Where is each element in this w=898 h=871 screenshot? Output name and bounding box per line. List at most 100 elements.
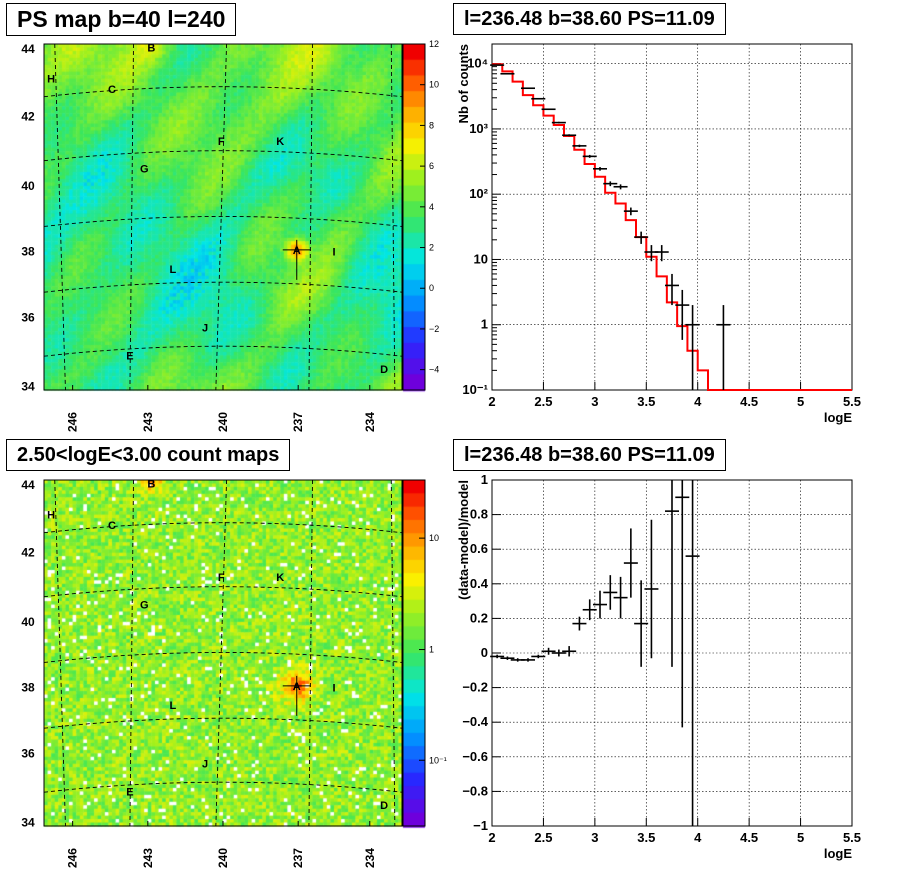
count-map-frame <box>43 479 403 827</box>
spectrum-y-tick: 10² <box>469 186 488 201</box>
residual-y-tick: −0.8 <box>462 783 488 798</box>
ps-map-colorbar-tick: 4 <box>429 202 434 212</box>
residual-x-tick: 4.5 <box>740 830 758 845</box>
residual-y-tick: −1 <box>473 818 488 833</box>
ps-map-colorbar-tick: 8 <box>429 120 434 130</box>
count-map-colorbar-tick: 1 <box>429 645 434 655</box>
residual-y-tick: 0.4 <box>470 576 489 591</box>
ps-map-colorbar-frame <box>402 43 426 391</box>
residual-x-tick: 2 <box>488 830 495 845</box>
count-map-source-label: L <box>170 700 177 712</box>
ps-map-colorbar-tick: 2 <box>429 243 434 253</box>
count-map-x-tick: 234 <box>363 848 377 868</box>
ps-map-source-label: H <box>47 74 55 86</box>
ps-map-source-label: B <box>147 42 155 54</box>
ps-map-meridian <box>390 43 396 391</box>
spectrum-x-tick: 3.5 <box>637 394 655 409</box>
ps-map-x-tick: 240 <box>216 412 230 432</box>
count-map-meridian <box>215 479 228 827</box>
ps-map-frame <box>43 43 403 391</box>
residual-y-tick: 0.2 <box>470 610 488 625</box>
ps-map-y-tick: 34 <box>21 380 35 394</box>
ps-map-x-tick: 234 <box>363 412 377 432</box>
spectrum-frame <box>491 43 853 391</box>
count-map-colorbar-tick: 10⁻¹ <box>429 755 447 765</box>
count-map-parallel <box>43 522 403 534</box>
ps-map-colorbar-tick: −4 <box>429 365 439 375</box>
count-map-source-label: C <box>108 520 116 532</box>
count-map-y-tick: 36 <box>21 746 35 760</box>
spectrum-y-label: Nb of counts <box>456 44 471 123</box>
residual-x-tick: 2.5 <box>534 830 552 845</box>
ps-map-x-tick: 237 <box>291 412 305 432</box>
count-map-title: 2.50<logE<3.00 count maps <box>6 439 291 471</box>
residual-x-tick: 5 <box>797 830 804 845</box>
count-map-y-tick: 42 <box>21 546 35 560</box>
ps-map-meridian <box>54 43 66 391</box>
ps-map-source-label: C <box>108 84 116 96</box>
ps-map-y-tick: 36 <box>21 310 35 324</box>
ps-map-source-label: L <box>170 264 177 276</box>
spectrum-x-tick: 5 <box>797 394 804 409</box>
ps-map-colorbar-tick: 10 <box>429 80 439 90</box>
ps-map-source-label: G <box>140 164 149 176</box>
residual-y-tick: −0.2 <box>462 680 488 695</box>
ps-map-y-tick: 38 <box>21 245 35 259</box>
spectrum-x-tick: 2 <box>488 394 495 409</box>
residual-x-tick: 3 <box>591 830 598 845</box>
ps-map-source-label: F <box>218 136 225 148</box>
count-map-y-tick: 34 <box>21 816 35 830</box>
ps-map-source-label: K <box>276 136 284 148</box>
spectrum-y-tick: 10⁴ <box>467 56 488 71</box>
count-map-x-tick: 243 <box>141 848 155 868</box>
count-map-y-tick: 38 <box>21 681 35 695</box>
count-map-source-label: F <box>218 572 225 584</box>
count-map-x-tick: 246 <box>66 848 80 868</box>
residual-y-tick: −0.4 <box>462 714 488 729</box>
count-map-source-label: K <box>276 572 284 584</box>
ps-map-parallel <box>43 345 403 357</box>
ps-map-y-tick: 40 <box>21 179 35 193</box>
count-map-meridian <box>308 479 313 827</box>
ps-map-y-tick: 42 <box>21 110 35 124</box>
spectrum-x-tick: 3 <box>591 394 598 409</box>
spectrum-y-tick: 10³ <box>469 121 488 136</box>
count-map-parallel <box>43 781 403 793</box>
count-map-source-label: B <box>147 478 155 490</box>
spectrum-y-tick: 10 <box>474 251 488 266</box>
count-map-source-label: H <box>47 510 55 522</box>
ps-map-source-label: D <box>380 364 388 376</box>
ps-map-colorbar-tick: 6 <box>429 161 434 171</box>
count-map-parallel <box>43 652 403 663</box>
ps-map-title: PS map b=40 l=240 <box>6 3 237 36</box>
ps-map-x-tick: 246 <box>66 412 80 432</box>
residual-y-tick: 1 <box>481 472 488 487</box>
residual-x-label: logE <box>824 846 852 861</box>
spectrum-x-tick: 4 <box>694 394 702 409</box>
count-map-y-tick: 40 <box>21 615 35 629</box>
ps-map-meridian <box>308 43 313 391</box>
residual-y-label: (data-model)/model <box>456 480 471 600</box>
ps-map-colorbar-tick: 0 <box>429 283 434 293</box>
count-map-parallel <box>43 586 403 598</box>
count-map-y-tick: 44 <box>21 478 35 492</box>
spectrum-x-tick: 4.5 <box>740 394 758 409</box>
ps-map-meridian <box>129 43 134 391</box>
residual-y-tick: 0.8 <box>470 507 488 522</box>
count-map-colorbar-frame <box>402 479 426 827</box>
residual-title: l=236.48 b=38.60 PS=11.09 <box>453 439 726 471</box>
ps-map-parallel <box>43 86 403 98</box>
residual-x-tick: 4 <box>694 830 702 845</box>
ps-map-colorbar-tick: 12 <box>429 39 439 49</box>
ps-map-meridian <box>215 43 228 391</box>
residual-x-tick: 3.5 <box>637 830 655 845</box>
ps-map-source-label: J <box>202 323 208 335</box>
spectrum-model-histogram <box>492 63 852 391</box>
ps-map-source-label: E <box>126 350 133 362</box>
count-map-meridian <box>54 479 66 827</box>
residual-y-tick: −0.6 <box>462 749 488 764</box>
ps-map-parallel <box>43 150 403 162</box>
residual-y-tick: 0 <box>481 645 488 660</box>
count-map-parallel <box>43 717 403 729</box>
